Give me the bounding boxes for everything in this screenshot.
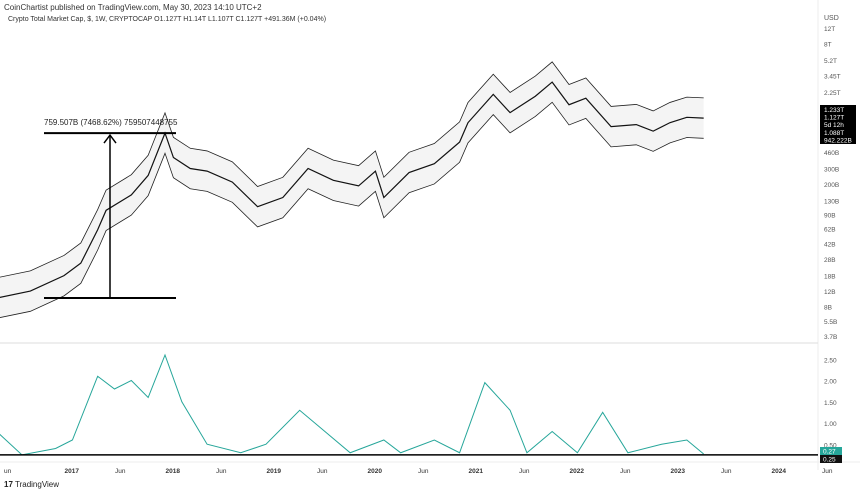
price-tick-label: 8B xyxy=(824,305,832,312)
indicator-value-label: 0.27 xyxy=(823,449,836,456)
time-tick-label: 2021 xyxy=(469,468,484,475)
tradingview-logo: 17 TradingView xyxy=(4,480,60,489)
arrow-head-icon xyxy=(103,133,117,144)
price-label: 1.088T xyxy=(824,130,844,137)
time-tick-label: 2022 xyxy=(570,468,585,475)
bollinger-band-fill xyxy=(0,61,704,318)
price-tick-label: 42B xyxy=(824,241,836,248)
price-label: 1.233T xyxy=(824,107,844,114)
time-tick-label: 2017 xyxy=(65,468,80,475)
price-tick-label: 460B xyxy=(824,150,839,157)
price-tick-label: 90B xyxy=(824,212,836,219)
price-tick-label: 200B xyxy=(824,182,839,189)
symbol-legend: Crypto Total Market Cap, $, 1W, CRYPTOCA… xyxy=(8,16,327,23)
price-tick-label: 2.25T xyxy=(824,90,841,97)
indicator-tick-label: 2.00 xyxy=(824,379,837,386)
published-by: CoinChartist published on TradingView.co… xyxy=(4,3,262,12)
time-tick-label: un xyxy=(4,468,12,475)
time-tick-label: Jun xyxy=(216,468,227,475)
measure-label: 759.507B (7468.62%) 759507448755 xyxy=(44,118,178,127)
price-tick-label: 28B xyxy=(824,257,836,264)
time-tick-label: Jun xyxy=(418,468,429,475)
currency-label: USD xyxy=(824,15,839,22)
price-line xyxy=(0,81,704,298)
time-tick-label: 2024 xyxy=(772,468,787,475)
upper-band xyxy=(0,61,704,278)
time-tick-label: Jun xyxy=(317,468,328,475)
price-label: 942.222B xyxy=(824,137,852,144)
indicator-tick-label: 1.00 xyxy=(824,421,837,428)
price-tick-label: 62B xyxy=(824,227,836,234)
price-tick-label: 3.45T xyxy=(824,73,841,80)
price-tick-label: 12B xyxy=(824,289,836,296)
indicator-value-box xyxy=(820,447,842,455)
price-tick-label: 12T xyxy=(824,26,835,33)
time-tick-label: Jun xyxy=(519,468,530,475)
indicator-tick-label: 1.50 xyxy=(824,400,837,407)
indicator-tick-label: 0.50 xyxy=(824,442,837,449)
time-tick-label: Jun xyxy=(721,468,732,475)
time-tick-label: 2023 xyxy=(671,468,686,475)
time-tick-label: 2018 xyxy=(166,468,181,475)
lower-band xyxy=(0,101,704,318)
price-tick-label: 5.2T xyxy=(824,58,837,65)
price-label: 5d 12h xyxy=(824,122,844,129)
price-label: 1.127T xyxy=(824,115,844,122)
price-tick-label: 18B xyxy=(824,274,836,281)
time-tick-label: Jun xyxy=(620,468,631,475)
price-label-box xyxy=(820,105,856,144)
price-tick-label: 5.5B xyxy=(824,319,837,326)
time-tick-label: 2019 xyxy=(267,468,282,475)
price-tick-label: 130B xyxy=(824,198,839,205)
brand-text: TradingView xyxy=(14,480,60,489)
indicator-tick-label: 2.50 xyxy=(824,357,837,364)
time-tick-label: Jun xyxy=(115,468,126,475)
indicator-line xyxy=(0,353,704,456)
price-tick-label: 300B xyxy=(824,167,839,174)
price-tick-label: 8T xyxy=(824,41,832,48)
hline-value-box xyxy=(820,455,842,463)
hline-value-label: 0.25 xyxy=(823,457,836,464)
time-tick-label: 2020 xyxy=(368,468,383,475)
time-tick-label: Jun xyxy=(822,468,833,475)
price-tick-label: 3.7B xyxy=(824,334,837,341)
